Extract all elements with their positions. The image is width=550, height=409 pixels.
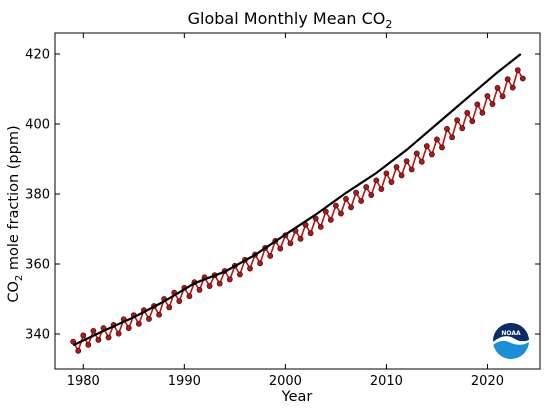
series-0-point-23 xyxy=(186,293,193,300)
series-0-point-65 xyxy=(398,172,405,179)
series-0-point-83 xyxy=(489,101,496,107)
series-0-point-2 xyxy=(80,332,87,339)
series-0-point-33 xyxy=(237,271,243,278)
series-0-point-15 xyxy=(146,316,152,322)
series-0-point-49 xyxy=(317,223,324,230)
x-tick-label-1: 1990 xyxy=(168,374,201,389)
series-0-point-66 xyxy=(403,158,410,164)
series-0-point-57 xyxy=(358,198,365,204)
series-0-point-86 xyxy=(504,76,511,83)
x-tick-label-4: 2020 xyxy=(471,374,504,389)
series-0-point-61 xyxy=(378,186,385,192)
y-tick-label-4: 420 xyxy=(25,48,50,63)
plot-frame xyxy=(54,32,541,370)
series-0-point-3 xyxy=(85,341,92,348)
series-0-point-82 xyxy=(484,93,491,99)
series-0-point-75 xyxy=(449,134,455,141)
series-0-point-9 xyxy=(115,330,122,337)
series-0-point-84 xyxy=(494,85,501,91)
series-0-point-67 xyxy=(408,166,415,173)
series-0-point-63 xyxy=(388,179,395,185)
y-tick-label-0: 340 xyxy=(25,328,50,343)
series-0-point-25 xyxy=(196,286,203,293)
chart-title: Global Monthly Mean CO2 xyxy=(188,9,393,31)
series-0-point-87 xyxy=(509,84,516,91)
series-0-point-72 xyxy=(434,136,440,143)
y-tick-label-3: 400 xyxy=(25,118,50,133)
series-0-point-60 xyxy=(373,177,380,184)
series-0-point-69 xyxy=(418,158,425,165)
series-0-seasonal-line xyxy=(72,68,524,353)
series-0-point-43 xyxy=(287,240,294,247)
series-0-point-21 xyxy=(176,298,183,304)
axis-ticks: 1980 1990 2000 2010 2020 340 360 380 400 420 xyxy=(25,33,540,389)
series-0-point-88 xyxy=(514,67,521,73)
y-axis-title-subscript: 2 xyxy=(14,275,25,281)
series-0-point-17 xyxy=(156,311,162,318)
series-0-point-80 xyxy=(474,101,481,108)
series-0-point-70 xyxy=(423,143,430,149)
series-0-point-71 xyxy=(428,151,435,158)
x-tick-label-2: 2000 xyxy=(269,374,302,389)
chart-title-main: Global Monthly Mean CO xyxy=(188,9,386,28)
plot-area xyxy=(70,53,526,354)
series-0-point-81 xyxy=(479,109,486,116)
series-0-point-4 xyxy=(90,327,97,334)
series-0-point-31 xyxy=(226,276,233,283)
series-0-point-73 xyxy=(439,144,445,151)
y-axis-title: CO2 mole fraction (ppm) xyxy=(6,125,25,302)
series-0-point-50 xyxy=(322,208,329,215)
series-0-point-58 xyxy=(363,184,370,190)
series-0-point-5 xyxy=(95,337,102,343)
x-tick-label-3: 2010 xyxy=(370,374,403,389)
series-0-point-39 xyxy=(267,253,274,259)
series-0-point-78 xyxy=(464,109,471,116)
series-0-point-45 xyxy=(297,235,304,242)
series-0-point-47 xyxy=(307,230,314,237)
series-0-point-53 xyxy=(338,210,344,217)
series-0-point-56 xyxy=(353,189,360,196)
series-0-point-41 xyxy=(277,245,284,252)
y-axis-title-post: mole fraction (ppm) xyxy=(6,125,22,274)
series-0-point-27 xyxy=(206,283,213,289)
series-0-point-59 xyxy=(368,192,375,198)
x-axis-title: Year xyxy=(281,389,313,405)
series-0-point-29 xyxy=(216,280,223,287)
series-0-point-37 xyxy=(257,260,264,267)
series-0-point-55 xyxy=(348,204,354,211)
series-0-point-52 xyxy=(332,202,339,209)
y-axis-title-pre: CO xyxy=(6,281,22,303)
series-0-point-62 xyxy=(383,170,390,177)
series-0-point-13 xyxy=(135,320,142,327)
noaa-logo-text: NOAA xyxy=(501,330,521,337)
series-0-point-76 xyxy=(454,117,461,124)
series-0-point-7 xyxy=(105,334,112,341)
series-1-trend-line xyxy=(72,53,522,347)
series-0-point-74 xyxy=(444,125,450,132)
series-0-point-79 xyxy=(469,118,476,125)
y-tick-label-2: 380 xyxy=(25,188,50,203)
series-0-point-19 xyxy=(166,304,173,311)
series-0-point-89 xyxy=(519,75,526,82)
x-tick-label-0: 1980 xyxy=(67,374,100,389)
series-0-point-11 xyxy=(125,325,132,331)
chart-title-subscript: 2 xyxy=(385,18,392,31)
series-0-point-68 xyxy=(413,150,420,157)
series-0-point-1 xyxy=(75,347,82,354)
series-0-point-85 xyxy=(499,93,506,100)
series-0-point-64 xyxy=(393,164,400,170)
noaa-logo-icon: NOAA xyxy=(493,323,529,359)
series-0-point-35 xyxy=(247,265,253,272)
series-0-point-77 xyxy=(459,125,466,132)
y-tick-label-1: 360 xyxy=(25,258,50,273)
series-0-point-54 xyxy=(343,195,349,202)
series-0-point-51 xyxy=(327,216,334,223)
